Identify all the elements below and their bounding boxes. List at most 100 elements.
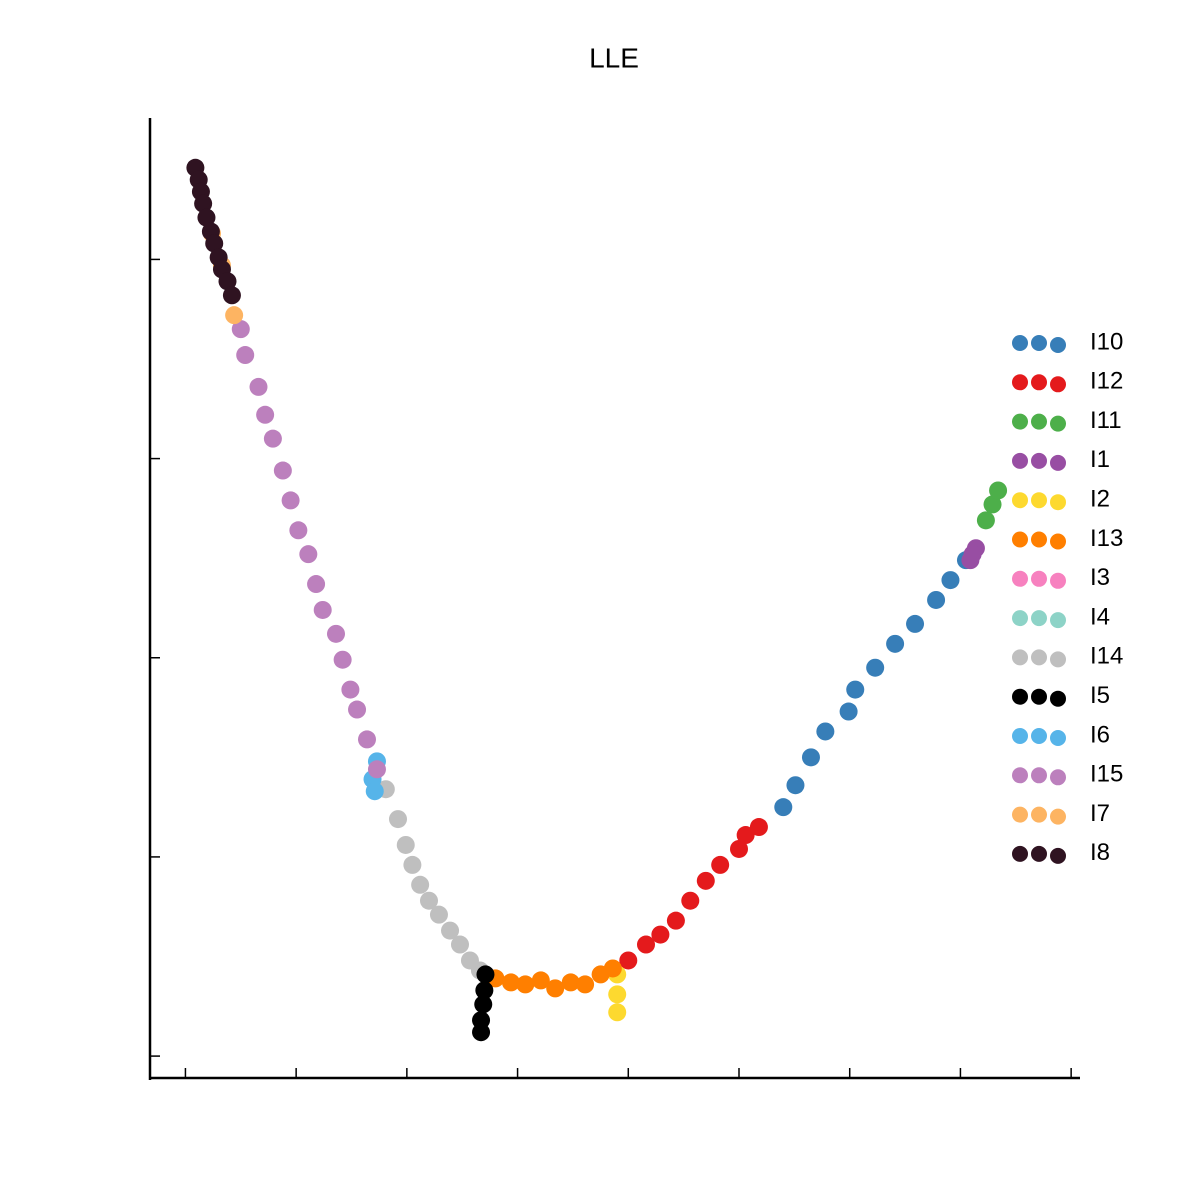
point [205,234,224,253]
point [327,624,345,643]
legend-marker [1031,413,1047,430]
point [451,935,469,954]
legend-label: I7 [1090,800,1110,827]
point [941,571,960,590]
point [839,702,858,721]
legend-marker [1031,767,1047,784]
legend-marker [1031,374,1047,391]
point [711,855,730,874]
legend-marker [1012,688,1028,705]
point [218,272,237,291]
point [333,650,352,669]
legend-marker [1031,452,1047,469]
point [963,545,982,564]
legend-label: I1 [1090,446,1110,473]
point [472,1023,491,1042]
point [256,405,275,424]
legend-marker [1031,492,1047,509]
point [389,810,407,829]
point [546,979,565,998]
point [249,377,268,396]
legend-marker [1050,533,1066,550]
point [273,461,292,480]
legend-label: I3 [1090,564,1110,591]
point [749,818,768,837]
legend-marker [1050,847,1066,864]
point [561,973,580,992]
legend-marker [1012,728,1028,744]
point [651,925,670,944]
legend-marker [1050,690,1066,707]
point [475,981,494,1000]
point [367,760,386,779]
point [886,634,905,653]
point [608,985,627,1004]
point [786,776,805,795]
legend-label: I6 [1090,721,1110,748]
point [696,871,715,890]
legend-marker [1012,806,1028,823]
point [976,511,995,530]
point [474,995,493,1014]
point [197,208,216,227]
point [619,951,638,970]
point [313,600,332,619]
legend-label: I2 [1090,486,1110,513]
point [289,521,308,540]
point [608,1003,627,1022]
point [341,680,360,699]
point [231,320,250,339]
point [299,545,318,564]
legend-label: I15 [1090,761,1123,788]
legend-marker [1031,335,1047,351]
point [501,973,520,992]
point [681,891,700,910]
legend-marker [1050,454,1066,471]
legend-label: I12 [1090,368,1123,395]
legend-marker [1012,570,1028,587]
legend-marker [1050,415,1066,432]
legend-marker [1050,337,1066,353]
point [774,798,793,817]
legend-marker [1031,531,1047,548]
point [983,495,1002,514]
point [263,429,282,448]
point [927,590,946,609]
point [476,965,495,984]
point [403,855,422,874]
point [730,839,748,858]
legend-marker [1050,769,1066,786]
legend-marker [1012,610,1028,627]
point [603,959,622,978]
point [236,346,255,365]
point [307,575,326,594]
legend-marker [1012,413,1028,430]
legend-label: I8 [1090,839,1110,866]
point [801,748,820,767]
legend-marker [1031,845,1047,862]
legend-marker [1031,688,1047,705]
point [736,826,755,845]
legend-label: I10 [1090,328,1123,355]
point [420,891,438,910]
point [816,722,835,741]
legend-marker [1012,492,1028,509]
chart-title: LLE [589,42,639,73]
legend-marker [1050,730,1066,746]
legend-marker [1012,767,1028,784]
point [281,491,300,510]
legend-marker [1050,572,1066,589]
point [396,835,415,854]
point [576,975,595,994]
point [429,905,448,924]
legend-label: I11 [1090,407,1122,434]
legend-marker [1050,808,1066,825]
legend-label: I5 [1090,682,1110,709]
point [637,935,655,954]
legend-marker [1012,335,1028,351]
point [516,975,535,994]
legend-marker [1012,374,1028,391]
legend-marker [1050,376,1066,393]
point [225,306,244,325]
